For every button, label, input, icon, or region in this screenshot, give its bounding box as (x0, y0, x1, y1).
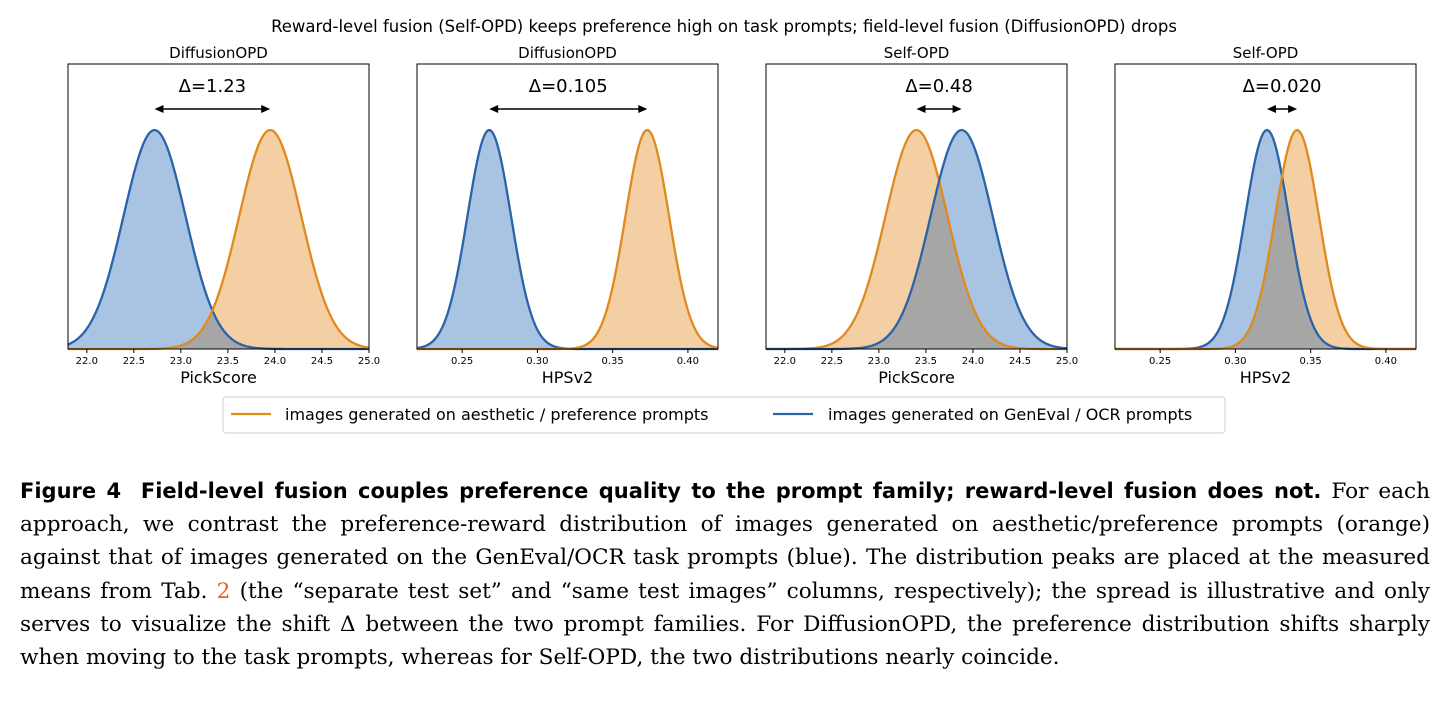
x-tick-label: 25.0 (1056, 356, 1078, 367)
chart-panel-4: 0.25 0.30 0.35 0.40 Self-OPD HPSv2 Δ=0.020 (1114, 44, 1417, 387)
density-fill-blue (417, 130, 718, 349)
axes-frame (765, 63, 1068, 350)
delta-arrow-head-right (1288, 105, 1298, 113)
delta-label: Δ=1.23 (179, 76, 246, 97)
delta-label: Δ=0.105 (529, 76, 608, 97)
legend-label-blue: images generated on GenEval / OCR prompt… (828, 405, 1192, 424)
x-tick-label: 0.35 (1300, 356, 1322, 367)
caption-label: Figure 4 (20, 479, 122, 503)
x-tick-label: 0.30 (1224, 356, 1246, 367)
density-fill-blue (766, 130, 1067, 349)
axes-frame (1114, 63, 1417, 350)
x-tick-label: 22.5 (123, 356, 145, 367)
x-axis-label: HPSv2 (1240, 368, 1291, 387)
axes-frame (416, 63, 719, 350)
delta-arrow-head-right (261, 105, 271, 113)
caption-text-2: (the “separate test set” and “same test … (20, 578, 1430, 671)
x-tick-label: 0.40 (677, 356, 699, 367)
x-tick-label: 22.0 (774, 356, 796, 367)
caption-bold-title: Field-level fusion couples preference qu… (140, 479, 1322, 503)
delta-arrow-head-left (916, 105, 926, 113)
x-axis-label: PickScore (180, 368, 257, 387)
density-fill-orange (417, 130, 718, 349)
delta-arrow-head-right (952, 105, 962, 113)
density-fill-blue (1115, 130, 1416, 349)
x-tick-label: 24.5 (1009, 356, 1031, 367)
density-overlap (68, 311, 369, 349)
chart-panel-1: 22.0 22.5 23.0 23.5 24.0 24.5 25.0 DiffusionOPD… (67, 44, 380, 387)
x-tick-label: 23.5 (217, 356, 239, 367)
chart-panels: 22.0 22.5 23.0 23.5 24.0 24.5 25.0 DiffusionOPD… (67, 44, 1417, 387)
panel-title: DiffusionOPD (518, 44, 617, 62)
legend: images generated on aesthetic / preferen… (222, 396, 1226, 434)
panel-title: Self-OPD (884, 44, 950, 62)
figure-caption: Figure 4 Field-level fusion couples pref… (20, 475, 1430, 674)
chart-panel-2: 0.25 0.30 0.35 0.40 DiffusionOPD HPSv2 Δ=0.105 (416, 44, 719, 387)
delta-arrow-head-left (1267, 105, 1276, 113)
x-tick-label: 22.0 (76, 356, 98, 367)
delta-arrow-head-left (489, 105, 499, 113)
x-tick-label: 22.5 (821, 356, 843, 367)
x-tick-label: 0.40 (1375, 356, 1397, 367)
x-tick-label: 0.25 (451, 356, 473, 367)
x-tick-label: 25.0 (358, 356, 380, 367)
x-tick-label: 23.5 (915, 356, 937, 367)
delta-arrow-head-left (154, 105, 164, 113)
x-tick-label: 24.0 (962, 356, 984, 367)
figure-canvas: Reward-level fusion (Self-OPD) keeps pre… (67, 17, 1417, 434)
density-fill-blue (68, 130, 369, 349)
caption-text-1: For each approach, we contrast the prefe… (20, 479, 1430, 604)
x-axis-label: HPSv2 (542, 368, 593, 387)
density-line-orange (766, 128, 1067, 351)
density-fill-orange (766, 130, 1067, 349)
delta-label: Δ=0.48 (905, 76, 972, 97)
x-tick-label: 0.35 (602, 356, 624, 367)
axes-frame (67, 63, 370, 350)
caption-table-ref[interactable]: 2 (216, 578, 231, 604)
x-tick-label: 24.0 (264, 356, 286, 367)
x-axis-label: PickScore (878, 368, 955, 387)
x-tick-label: 24.5 (311, 356, 333, 367)
legend-frame (222, 396, 1226, 434)
density-overlap (1115, 178, 1416, 349)
density-overlap (766, 180, 1067, 349)
chart-panel-3: 22.0 22.5 23.0 23.5 24.0 24.5 25.0 Self-OPD Pick… (765, 44, 1078, 387)
legend-label-orange: images generated on aesthetic / preferen… (285, 405, 708, 424)
x-tick-label: 23.0 (868, 356, 890, 367)
x-tick-label: 0.25 (1149, 356, 1171, 367)
delta-label: Δ=0.020 (1243, 76, 1322, 97)
delta-arrow-head-right (638, 105, 648, 113)
panel-title: Self-OPD (1233, 44, 1299, 62)
figure-suptitle: Reward-level fusion (Self-OPD) keeps pre… (271, 17, 1177, 36)
x-tick-label: 23.0 (170, 356, 192, 367)
panel-title: DiffusionOPD (169, 44, 268, 62)
x-tick-label: 0.30 (526, 356, 548, 367)
